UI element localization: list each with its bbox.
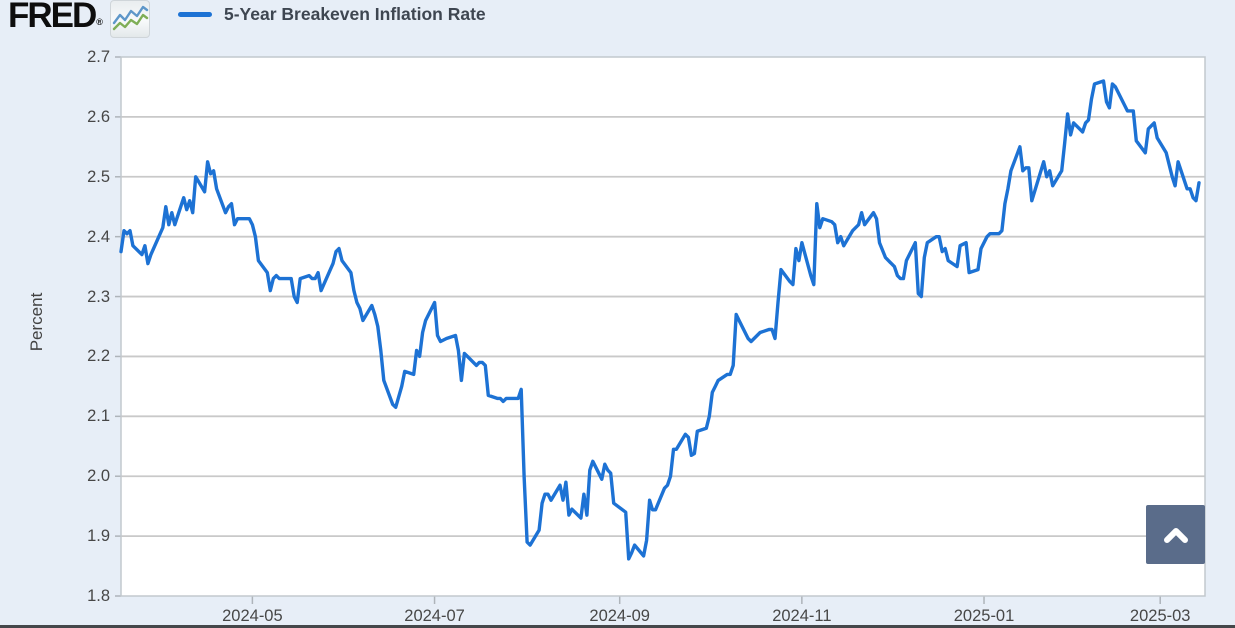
fred-logo[interactable]: FRED® — [8, 0, 103, 36]
scroll-to-top-button[interactable] — [1146, 505, 1205, 564]
legend-series-label: 5-Year Breakeven Inflation Rate — [224, 4, 486, 24]
x-axis-tick-label: 2024-07 — [404, 607, 465, 625]
x-axis-tick-label: 2024-09 — [589, 607, 650, 625]
page-bottom-bar — [0, 625, 1235, 628]
plot-background — [121, 57, 1205, 596]
y-axis-tick-label: 1.8 — [87, 587, 110, 605]
chevron-up-icon — [1163, 527, 1188, 543]
data-series-line — [119, 79, 1201, 561]
y-axis-tick-label: 2.5 — [87, 167, 110, 186]
y-axis-tick-label: 2.3 — [87, 287, 110, 306]
chart-legend: 5-Year Breakeven Inflation Rate — [178, 4, 486, 25]
plot-border — [120, 56, 1206, 597]
x-axis-tick-label: 2024-05 — [222, 607, 283, 625]
y-axis-tick-label: 2.1 — [87, 407, 110, 426]
legend-line-swatch — [178, 12, 212, 17]
y-axis-tick-label: 1.9 — [87, 527, 110, 546]
registered-mark: ® — [96, 17, 103, 27]
y-axis-tick-label: 2.0 — [87, 467, 110, 486]
x-axis-tick-label: 2025-01 — [953, 607, 1015, 625]
x-axis-tick-label: 2024-11 — [772, 607, 832, 625]
x-axis-tick-label: 2025-03 — [1129, 607, 1191, 625]
fred-sparkline-icon — [110, 0, 150, 38]
y-axis-tick-label: 2.4 — [87, 227, 110, 246]
y-axis-tick-label: 2.7 — [87, 48, 110, 66]
fred-logo-text: FRED — [8, 0, 97, 35]
y-axis-title: Percent — [27, 292, 46, 352]
y-axis-tick-label: 2.2 — [87, 347, 110, 366]
y-axis-tick-label: 2.6 — [87, 107, 110, 126]
